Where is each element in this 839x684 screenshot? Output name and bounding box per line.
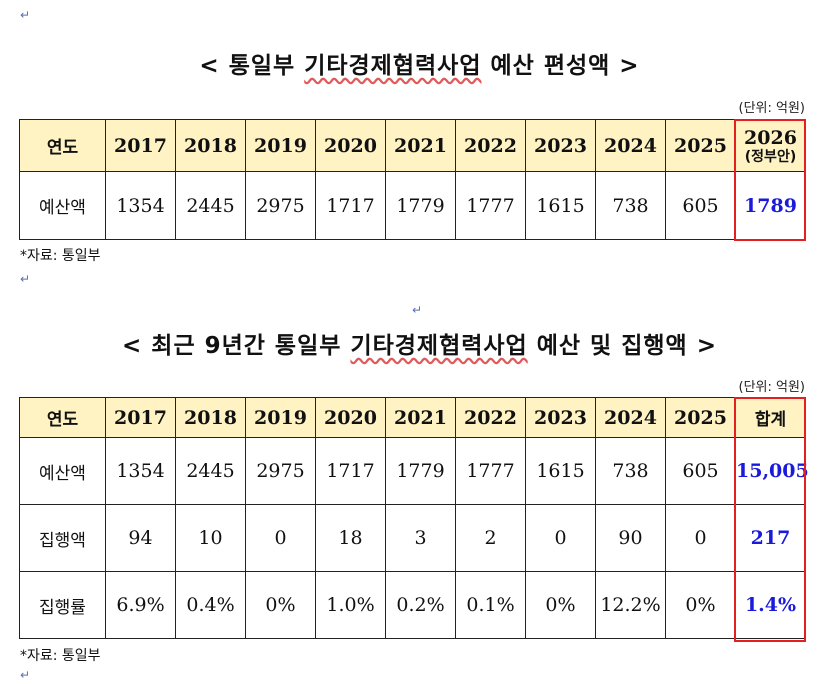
- table2-title-underlined: 기타경제협력사업: [350, 333, 528, 359]
- year-cell: 2018: [175, 119, 246, 172]
- paragraph-mark: ↵: [412, 303, 423, 317]
- table2-title-prefix: < 최근 9년간 통일부: [122, 333, 351, 359]
- value-cell: 18: [315, 504, 386, 572]
- year-cell: 2025: [665, 397, 736, 438]
- value-cell: 3: [385, 504, 456, 572]
- year-cell: 2023: [525, 397, 596, 438]
- total-cell: 15,005: [735, 437, 809, 505]
- table2-title-suffix: 예산 및 집행액 >: [527, 333, 717, 359]
- table2-rate-row: 집행률 6.9% 0.4% 0% 1.0% 0.2% 0.1% 0% 12.2%…: [19, 571, 806, 639]
- budget-execution-table: 연도 2017 2018 2019 2020 2021 2022 2023 20…: [19, 397, 809, 639]
- value-cell: 0%: [525, 571, 596, 639]
- paragraph-mark: ↵: [20, 8, 31, 22]
- table1-unit: (단위: 억원): [738, 101, 806, 116]
- value-cell: 0%: [245, 571, 316, 639]
- value-cell: 0.4%: [175, 571, 246, 639]
- value-cell: 0: [665, 504, 736, 572]
- value-cell: 1.0%: [315, 571, 386, 639]
- budget-table-2026: 연도 2017 2018 2019 2020 2021 2022 2023 20…: [19, 119, 806, 240]
- value-cell: 0: [245, 504, 316, 572]
- value-cell: 1779: [385, 437, 456, 505]
- table1-title-suffix: 예산 편성액 >: [481, 53, 640, 79]
- year-cell: 2022: [455, 119, 526, 172]
- year-cell: 2023: [525, 119, 596, 172]
- value-cell: 738: [595, 437, 666, 505]
- value-cell: 2445: [175, 171, 246, 240]
- table2-header-row: 연도 2017 2018 2019 2020 2021 2022 2023 20…: [19, 397, 806, 438]
- year-cell: 2022: [455, 397, 526, 438]
- value-cell: 94: [105, 504, 176, 572]
- year-cell: 2017: [105, 119, 176, 172]
- year-cell: 2020: [315, 119, 386, 172]
- total-cell: 1.4%: [735, 571, 806, 639]
- year-cell: 2017: [105, 397, 176, 438]
- table2-source: *자료: 통일부: [20, 648, 101, 664]
- value-cell: 0: [525, 504, 596, 572]
- value-cell: 10: [175, 504, 246, 572]
- value-cell: 2975: [245, 171, 316, 240]
- value-cell-2026: 1789: [735, 171, 806, 240]
- value-cell: 1615: [525, 171, 596, 240]
- table1-title-underlined: 기타경제협력사업: [304, 53, 482, 79]
- value-cell: 0%: [665, 571, 736, 639]
- total-header: 합계: [735, 397, 806, 438]
- value-cell: 1717: [315, 171, 386, 240]
- year-cell: 2019: [245, 397, 316, 438]
- value-cell: 1354: [105, 437, 176, 505]
- value-cell: 605: [665, 171, 736, 240]
- value-cell: 1615: [525, 437, 596, 505]
- value-cell: 738: [595, 171, 666, 240]
- table1-source: *자료: 통일부: [20, 248, 101, 264]
- year-cell: 2021: [385, 119, 456, 172]
- row-label: 집행률: [19, 571, 106, 639]
- value-cell: 1777: [455, 171, 526, 240]
- total-cell: 217: [735, 504, 806, 572]
- table2-execution-row: 집행액 94 10 0 18 3 2 0 90 0 217: [19, 504, 806, 572]
- row-label: 예산액: [19, 437, 106, 505]
- year-2026-label: 2026: [744, 126, 797, 149]
- value-cell: 2445: [175, 437, 246, 505]
- government-proposal-note: (정부안): [744, 148, 797, 165]
- value-cell: 0.1%: [455, 571, 526, 639]
- value-cell: 605: [665, 437, 736, 505]
- value-cell: 1777: [455, 437, 526, 505]
- row-label: 예산액: [19, 171, 106, 240]
- value-cell: 1354: [105, 171, 176, 240]
- year-cell: 2025: [665, 119, 736, 172]
- table2-unit: (단위: 억원): [738, 380, 806, 395]
- value-cell: 90: [595, 504, 666, 572]
- table2-header-label: 연도: [19, 397, 106, 438]
- year-cell: 2020: [315, 397, 386, 438]
- table1-title-prefix: < 통일부: [199, 53, 305, 79]
- table1-header-label: 연도: [19, 119, 106, 172]
- value-cell: 2975: [245, 437, 316, 505]
- table2-title: < 최근 9년간 통일부 기타경제협력사업 예산 및 집행액 >: [0, 326, 839, 360]
- year-cell-2026: 2026 (정부안): [735, 119, 806, 172]
- value-cell: 6.9%: [105, 571, 176, 639]
- year-cell: 2021: [385, 397, 456, 438]
- year-cell: 2019: [245, 119, 316, 172]
- value-cell: 1717: [315, 437, 386, 505]
- year-cell: 2024: [595, 119, 666, 172]
- value-cell: 2: [455, 504, 526, 572]
- paragraph-mark: ↵: [20, 272, 31, 286]
- value-cell: 12.2%: [595, 571, 666, 639]
- row-label: 집행액: [19, 504, 106, 572]
- year-cell: 2018: [175, 397, 246, 438]
- value-cell: 1779: [385, 171, 456, 240]
- value-cell: 0.2%: [385, 571, 456, 639]
- paragraph-mark: ↵: [20, 668, 31, 682]
- table1-title: < 통일부 기타경제협력사업 예산 편성액 >: [0, 46, 839, 80]
- table1-header-row: 연도 2017 2018 2019 2020 2021 2022 2023 20…: [19, 119, 806, 172]
- table2-budget-row: 예산액 1354 2445 2975 1717 1779 1777 1615 7…: [19, 437, 809, 505]
- table1-budget-row: 예산액 1354 2445 2975 1717 1779 1777 1615 7…: [19, 171, 806, 240]
- year-cell: 2024: [595, 397, 666, 438]
